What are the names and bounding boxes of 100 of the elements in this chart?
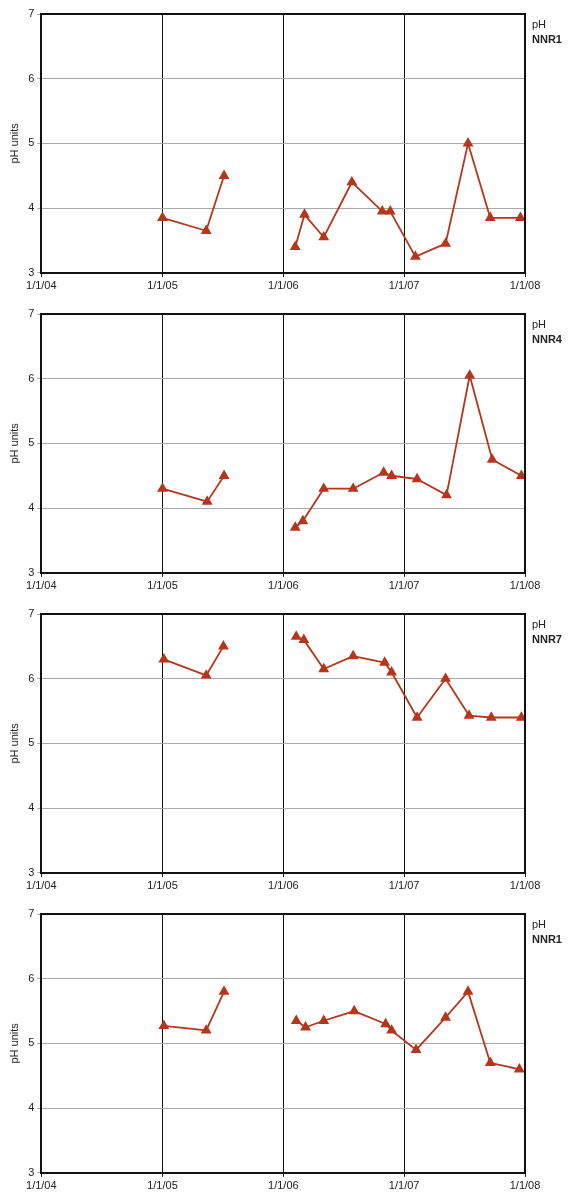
point [380, 1018, 391, 1028]
point [201, 1025, 211, 1034]
point [386, 666, 397, 676]
point [377, 205, 388, 215]
point [485, 1057, 496, 1066]
point [298, 515, 308, 525]
x-tick-label: 1/1/04 [26, 579, 57, 592]
point [157, 212, 168, 221]
x-tick-label: 1/1/04 [26, 279, 57, 292]
y-axis-title: pH units [7, 422, 20, 464]
y-tick-label: 6 [28, 71, 35, 84]
x-tick-label: 1/1/06 [268, 279, 299, 292]
point [290, 241, 301, 251]
point [218, 640, 229, 650]
point [159, 1020, 169, 1030]
point [291, 1015, 302, 1024]
x-tick-label: 1/1/06 [268, 579, 299, 592]
point [411, 1044, 421, 1054]
x-tick-label: 1/1/07 [388, 279, 420, 292]
x-tick-label: 1/1/07 [388, 579, 420, 592]
point [219, 986, 229, 995]
point [299, 209, 310, 218]
x-tick-label: 1/1/08 [509, 879, 541, 892]
y-tick-label: 4 [28, 801, 35, 814]
y-tick-label: 3 [28, 1165, 35, 1178]
y-tick-label: 6 [28, 971, 35, 984]
point [410, 251, 421, 260]
y-tick-label: 6 [28, 671, 35, 684]
x-tick-label: 1/1/06 [268, 1179, 299, 1192]
x-tick-label: 1/1/05 [147, 579, 178, 592]
point [441, 489, 452, 499]
point [201, 670, 211, 679]
point [159, 653, 169, 663]
point [379, 657, 390, 666]
y-tick-label: 4 [28, 501, 35, 514]
y-tick-label: 5 [28, 736, 35, 749]
y-tick-label: 5 [28, 436, 35, 449]
point [348, 650, 358, 660]
y-tick-label: 3 [28, 565, 35, 578]
x-tick-label: 1/1/05 [147, 1179, 178, 1192]
text: NNR4 [532, 333, 562, 346]
y-axis-title: pH units [7, 122, 20, 164]
x-tick-label: 1/1/07 [388, 879, 420, 892]
point [463, 986, 473, 995]
point [349, 1005, 359, 1015]
point [486, 712, 497, 721]
point [300, 1021, 311, 1031]
point [464, 710, 474, 719]
point [290, 522, 301, 531]
y-tick-label: 5 [28, 1036, 35, 1049]
point [385, 205, 396, 215]
y-axis-title: pH units [7, 722, 20, 764]
point [318, 483, 329, 492]
point [157, 483, 168, 492]
point [487, 454, 498, 463]
point [219, 170, 229, 179]
y-tick-label: 3 [28, 265, 35, 278]
point [318, 1015, 329, 1024]
x-tick-label: 1/1/05 [147, 279, 178, 292]
x-tick-label: 1/1/08 [509, 279, 541, 292]
y-axis-title: pH units [7, 1022, 20, 1064]
y-tick-label: 4 [28, 1101, 35, 1114]
point [464, 370, 475, 379]
text: NNR1 [532, 33, 562, 46]
point [219, 470, 229, 479]
y-tick-label: 3 [28, 865, 35, 878]
x-tick-label: 1/1/08 [509, 1179, 541, 1192]
point [202, 496, 212, 505]
x-tick-label: 1/1/04 [26, 1179, 57, 1192]
text: NNR1 [532, 933, 562, 946]
point [299, 634, 309, 644]
y-tick-label: 6 [28, 371, 35, 384]
x-tick-label: 1/1/05 [147, 879, 178, 892]
x-tick-label: 1/1/04 [26, 879, 57, 892]
y-tick-label: 7 [28, 607, 35, 620]
point [412, 712, 422, 721]
point [440, 238, 451, 247]
x-tick-label: 1/1/07 [388, 1179, 420, 1192]
point [378, 467, 389, 476]
point [515, 212, 525, 221]
chart-title: pH [532, 18, 547, 31]
point [485, 212, 496, 221]
point [412, 473, 422, 483]
y-tick-label: 5 [28, 136, 35, 149]
point [463, 138, 473, 147]
y-tick-label: 7 [28, 307, 35, 320]
point [386, 1025, 397, 1034]
point [440, 673, 451, 682]
x-tick-label: 1/1/08 [509, 579, 541, 592]
point [386, 470, 397, 479]
point [201, 225, 211, 234]
y-tick-label: 7 [28, 907, 35, 920]
point [318, 663, 329, 673]
point [514, 1063, 525, 1073]
point [348, 483, 358, 492]
point [291, 631, 302, 640]
point [516, 712, 525, 721]
y-tick-label: 7 [28, 7, 35, 20]
point [516, 470, 525, 479]
point [347, 176, 357, 186]
